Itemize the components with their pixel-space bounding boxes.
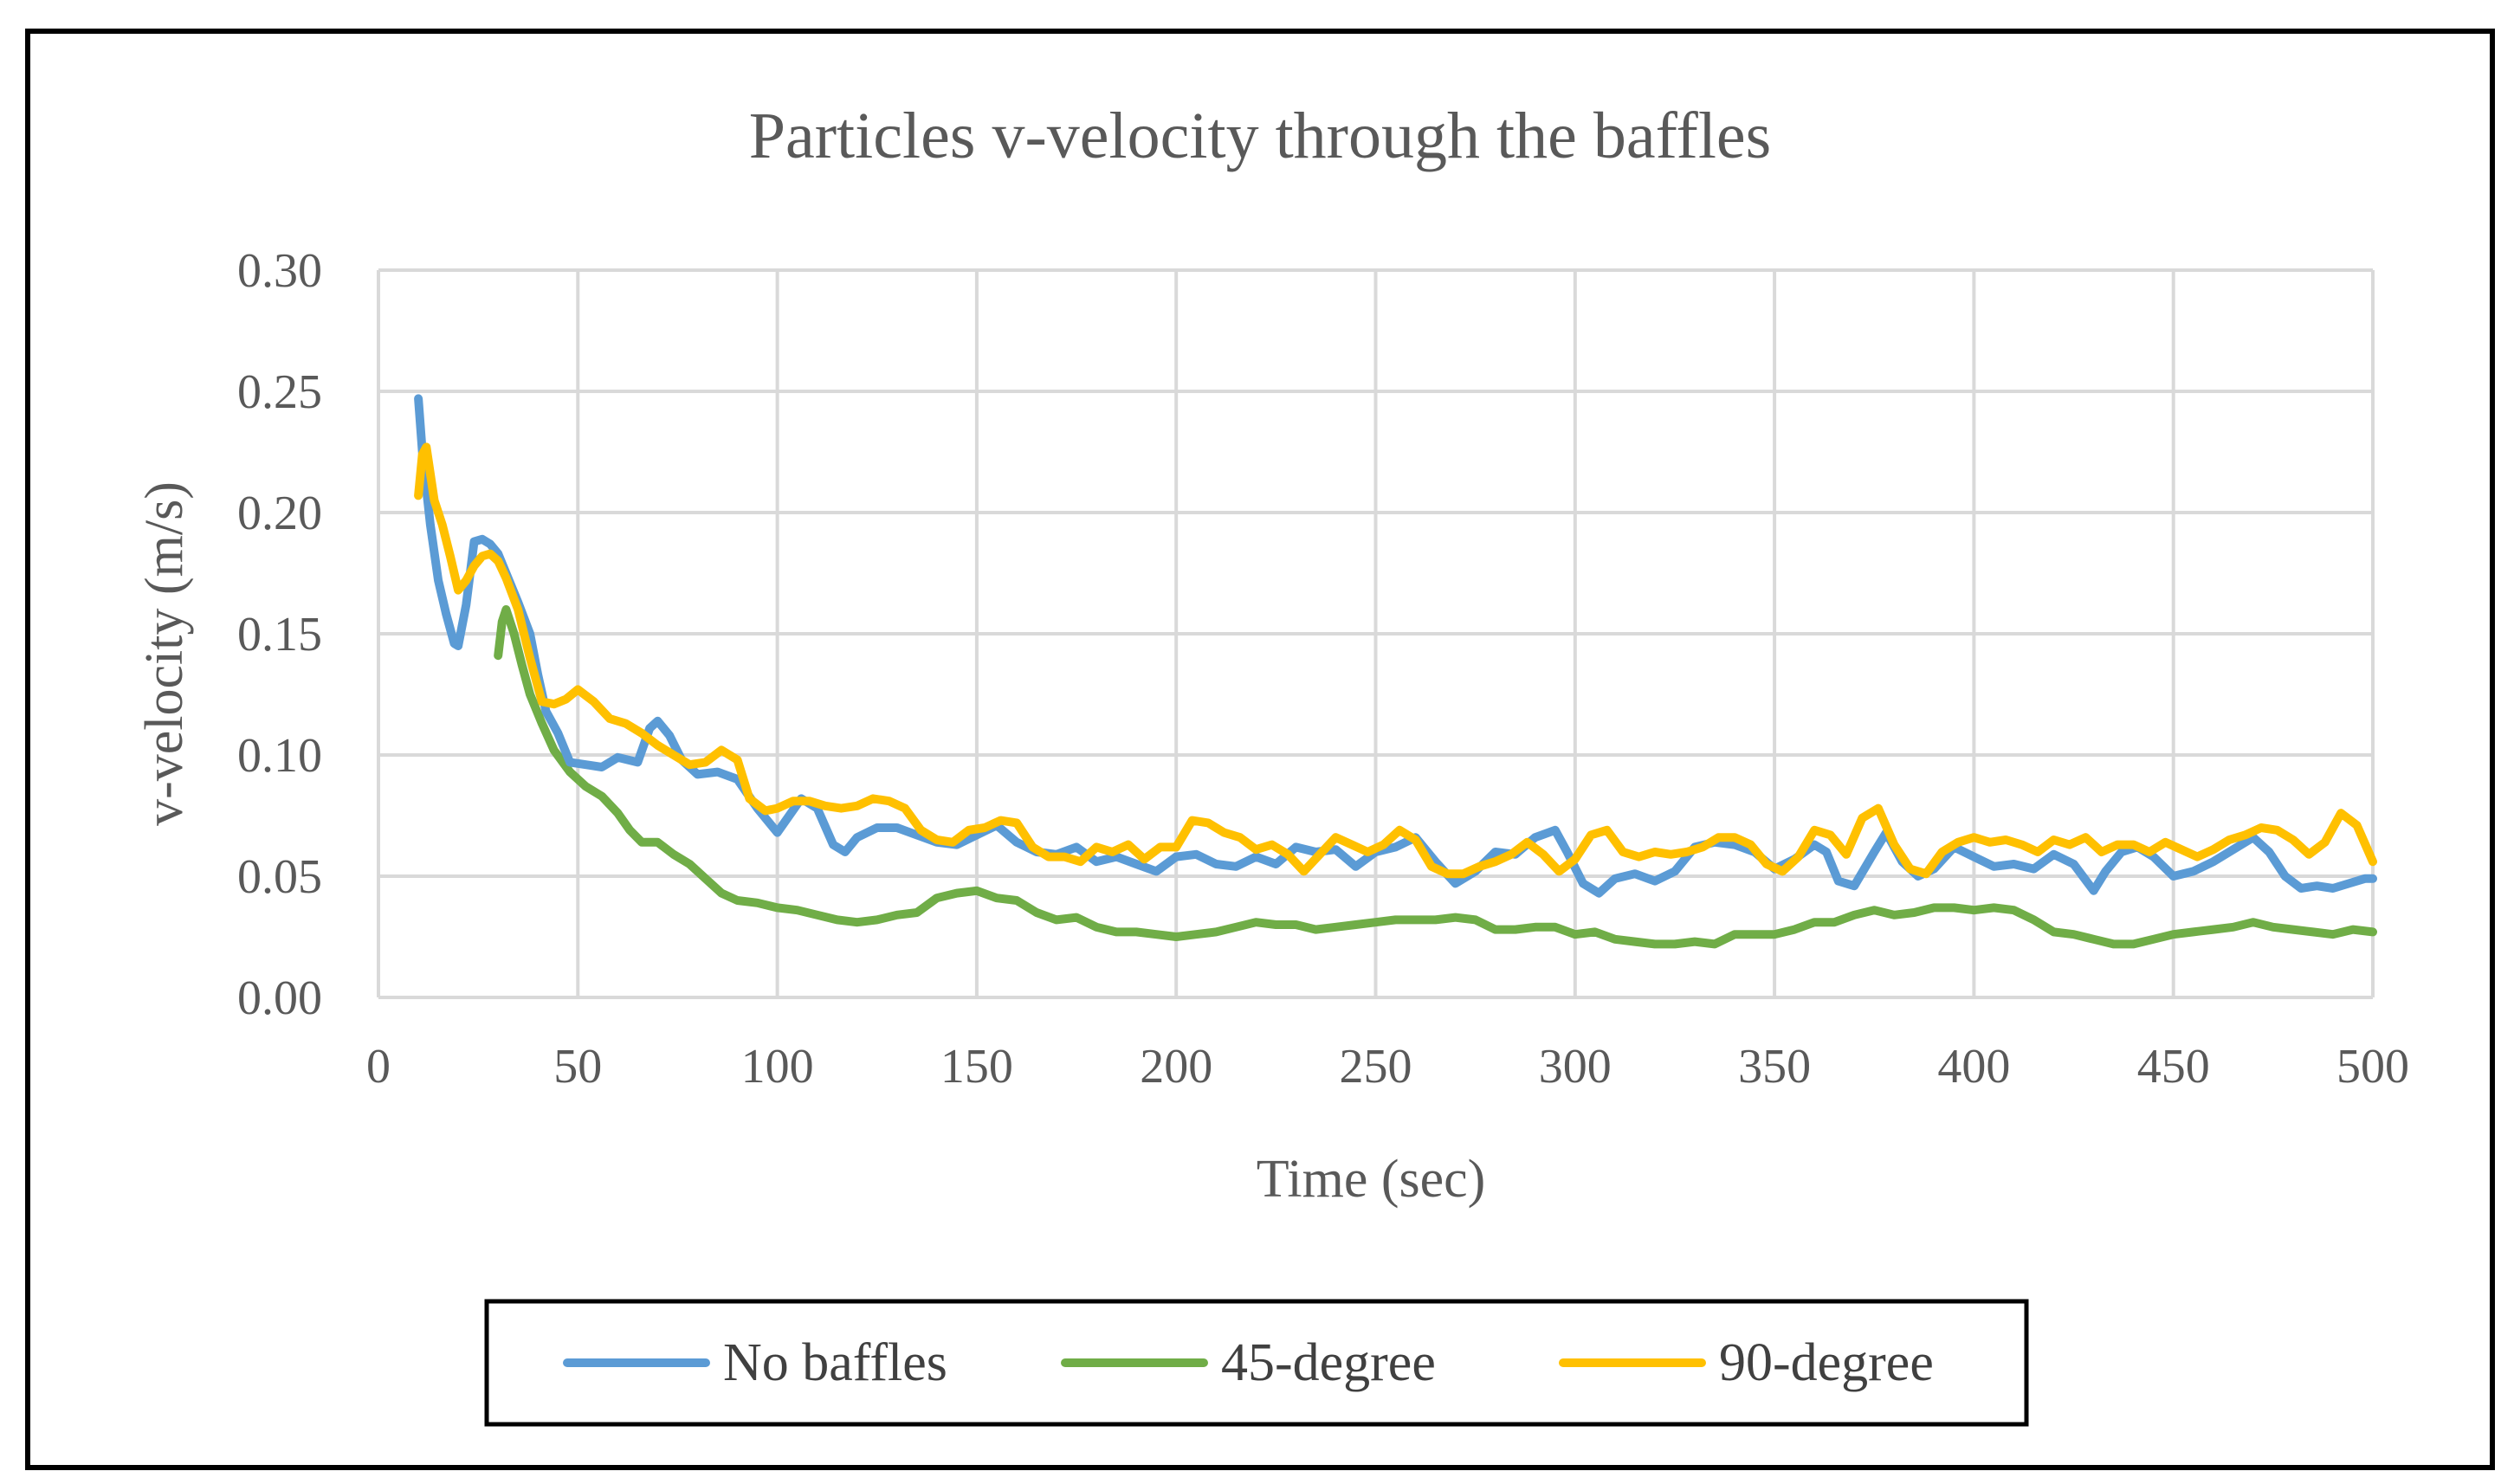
grid bbox=[377, 268, 2375, 999]
x-tick-label: 0 bbox=[366, 1040, 391, 1094]
x-tick-label: 200 bbox=[1140, 1040, 1212, 1094]
x-tick-label: 350 bbox=[1738, 1040, 1811, 1094]
y-tick-label: 0.15 bbox=[237, 608, 322, 661]
legend-box bbox=[484, 1299, 2029, 1427]
y-tick-label: 0.00 bbox=[237, 971, 322, 1025]
y-tick-label: 0.30 bbox=[237, 244, 322, 298]
y-axis-title: v-velocity (m/s) bbox=[135, 481, 194, 826]
series-line-45-degree bbox=[494, 605, 2377, 949]
x-tick-label: 400 bbox=[1937, 1040, 2010, 1094]
x-tick-label: 150 bbox=[940, 1040, 1013, 1094]
chart-border bbox=[25, 29, 2495, 1470]
x-tick-label: 250 bbox=[1340, 1040, 1412, 1094]
legend: No baffles 45-degree 90-degree bbox=[484, 1299, 2029, 1427]
x-axis-title: Time (sec) bbox=[1257, 1150, 1486, 1209]
legend-label: No baffles bbox=[723, 1333, 947, 1392]
y-tick-label: 0.05 bbox=[237, 850, 322, 904]
y-tick-label: 0.20 bbox=[237, 487, 322, 540]
legend-label: 90-degree bbox=[1719, 1333, 1934, 1392]
series-line-90-degree bbox=[414, 442, 2377, 879]
x-tick-label: 300 bbox=[1539, 1040, 1612, 1094]
y-tick-label: 0.25 bbox=[237, 365, 322, 419]
x-tick-label: 50 bbox=[553, 1040, 602, 1094]
x-tick-label: 500 bbox=[2336, 1040, 2409, 1094]
y-tick-labels: 0.00 0.05 0.10 0.15 0.20 0.25 0.30 bbox=[237, 244, 322, 1025]
legend-label: 45-degree bbox=[1221, 1333, 1436, 1392]
series-layer bbox=[414, 394, 2377, 949]
x-tick-label: 100 bbox=[741, 1040, 814, 1094]
y-tick-label: 0.10 bbox=[237, 729, 322, 783]
x-tick-label: 450 bbox=[2137, 1040, 2210, 1094]
series-line-no-baffles bbox=[414, 394, 2377, 898]
x-tick-labels: 0 50 100 150 200 250 300 350 400 450 500 bbox=[366, 1040, 2409, 1094]
chart-title: Particles v-velocity through the baffles bbox=[749, 100, 1772, 172]
